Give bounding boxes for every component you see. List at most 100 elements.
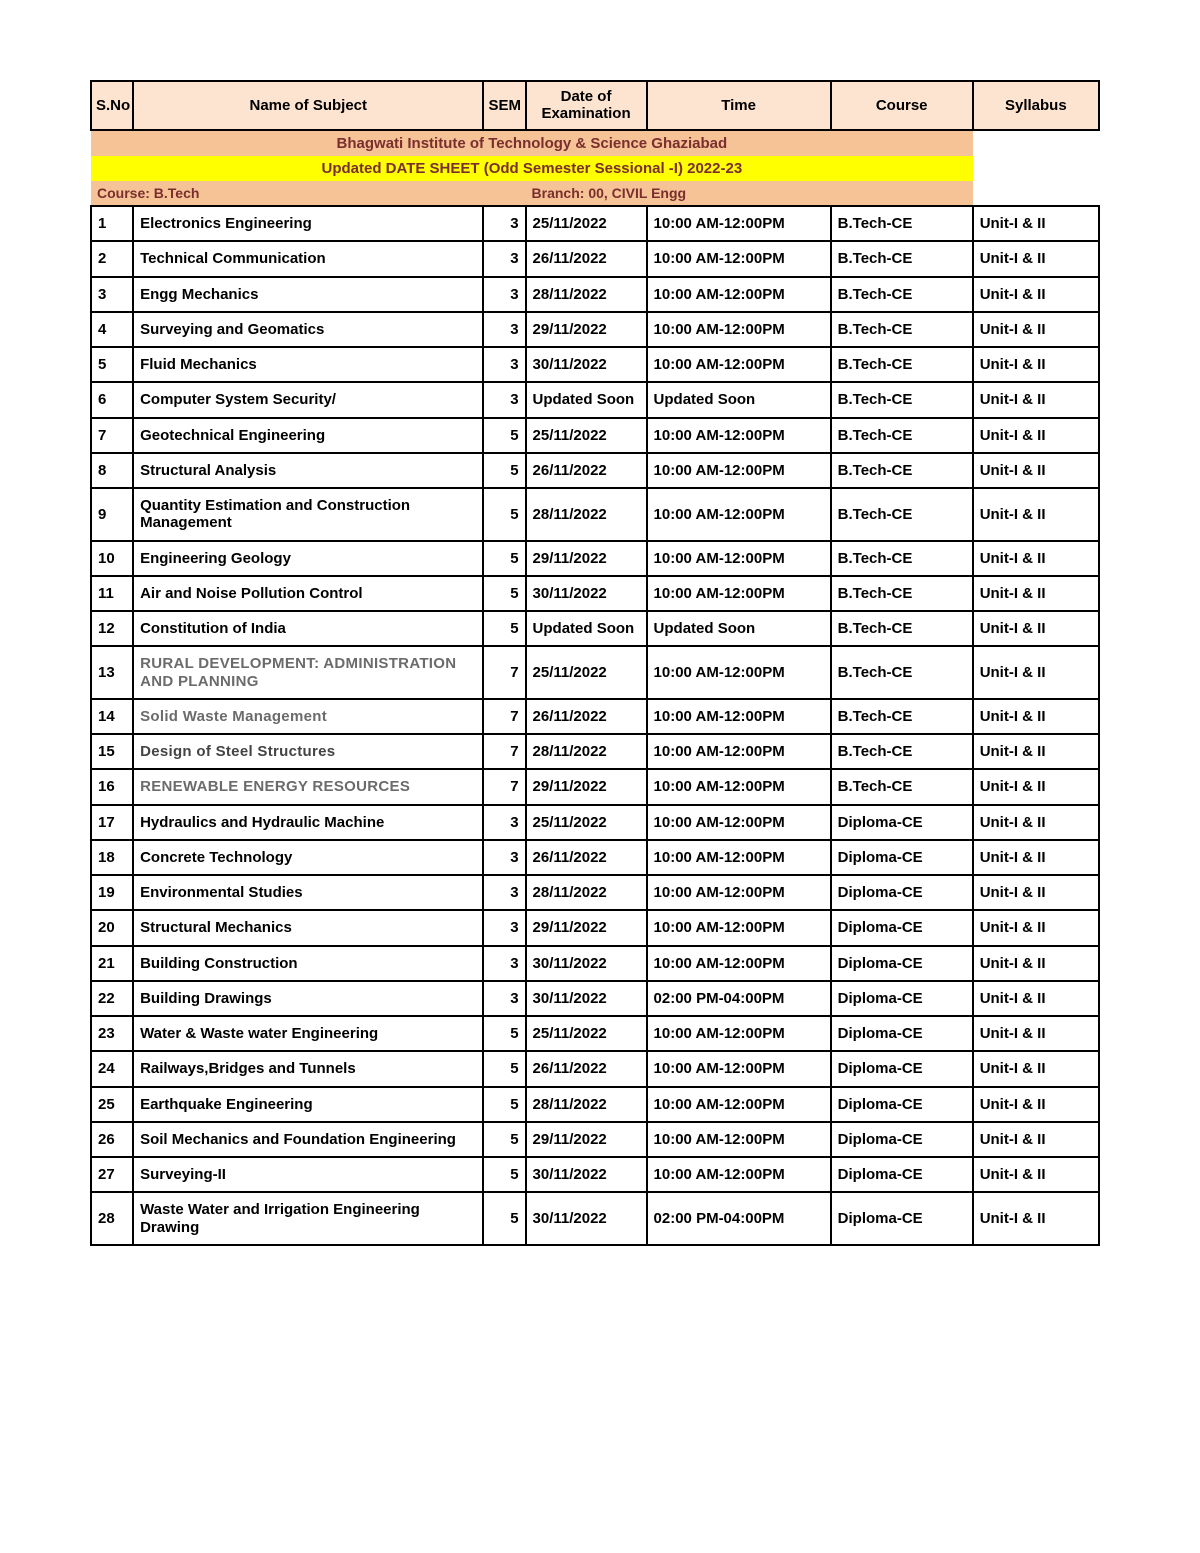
cell-time: 10:00 AM-12:00PM — [647, 576, 831, 611]
cell-syllabus: Unit-I & II — [973, 418, 1099, 453]
table-row: 2Technical Communication326/11/202210:00… — [91, 241, 1099, 276]
cell-syllabus: Unit-I & II — [973, 541, 1099, 576]
cell-sem: 3 — [483, 840, 525, 875]
cell-date: 30/11/2022 — [526, 576, 647, 611]
cell-time: 10:00 AM-12:00PM — [647, 277, 831, 312]
cell-course: B.Tech-CE — [831, 241, 973, 276]
cell-subject: Railways,Bridges and Tunnels — [133, 1051, 483, 1086]
cell-date: 25/11/2022 — [526, 418, 647, 453]
table-row: 26Soil Mechanics and Foundation Engineer… — [91, 1122, 1099, 1157]
col-subject: Name of Subject — [133, 81, 483, 130]
cell-course: Diploma-CE — [831, 840, 973, 875]
cell-date: 25/11/2022 — [526, 646, 647, 699]
cell-course: Diploma-CE — [831, 1122, 973, 1157]
cell-sno: 5 — [91, 347, 133, 382]
cell-subject: RENEWABLE ENERGY RESOURCES — [133, 769, 483, 804]
cell-course: Diploma-CE — [831, 981, 973, 1016]
cell-date: 26/11/2022 — [526, 241, 647, 276]
cell-sno: 24 — [91, 1051, 133, 1086]
cell-sno: 21 — [91, 946, 133, 981]
cell-date: 30/11/2022 — [526, 1157, 647, 1192]
cell-syllabus: Unit-I & II — [973, 206, 1099, 241]
cell-sno: 4 — [91, 312, 133, 347]
table-row: 17Hydraulics and Hydraulic Machine325/11… — [91, 805, 1099, 840]
cell-sno: 23 — [91, 1016, 133, 1051]
cell-syllabus: Unit-I & II — [973, 453, 1099, 488]
sheet-subtitle: Updated DATE SHEET (Odd Semester Session… — [91, 156, 973, 181]
date-sheet: Bhagwati Institute of Technology & Scien… — [90, 80, 1100, 1246]
cell-time: 10:00 AM-12:00PM — [647, 488, 831, 541]
cell-time: 10:00 AM-12:00PM — [647, 875, 831, 910]
cell-syllabus: Unit-I & II — [973, 805, 1099, 840]
col-sno: S.No — [91, 81, 133, 130]
cell-date: 28/11/2022 — [526, 1087, 647, 1122]
cell-date: 25/11/2022 — [526, 1016, 647, 1051]
cell-syllabus: Unit-I & II — [973, 277, 1099, 312]
title-row: Bhagwati Institute of Technology & Scien… — [91, 130, 1099, 156]
cell-course: B.Tech-CE — [831, 206, 973, 241]
cell-date: 28/11/2022 — [526, 488, 647, 541]
cell-time: 10:00 AM-12:00PM — [647, 1051, 831, 1086]
table-row: 18Concrete Technology326/11/202210:00 AM… — [91, 840, 1099, 875]
cell-syllabus: Unit-I & II — [973, 946, 1099, 981]
table-row: 4Surveying and Geomatics329/11/202210:00… — [91, 312, 1099, 347]
cell-date: 26/11/2022 — [526, 699, 647, 734]
cell-time: 10:00 AM-12:00PM — [647, 347, 831, 382]
cell-time: 10:00 AM-12:00PM — [647, 1016, 831, 1051]
cell-sem: 5 — [483, 1192, 525, 1245]
cell-sno: 8 — [91, 453, 133, 488]
cell-date: 25/11/2022 — [526, 206, 647, 241]
cell-sno: 16 — [91, 769, 133, 804]
cell-sem: 3 — [483, 805, 525, 840]
cell-course: B.Tech-CE — [831, 611, 973, 646]
cell-sno: 27 — [91, 1157, 133, 1192]
institute-title: Bhagwati Institute of Technology & Scien… — [91, 130, 973, 156]
cell-date: Updated Soon — [526, 611, 647, 646]
cell-syllabus: Unit-I & II — [973, 646, 1099, 699]
cell-syllabus: Unit-I & II — [973, 981, 1099, 1016]
cell-syllabus: Unit-I & II — [973, 1087, 1099, 1122]
table-row: 13RURAL DEVELOPMENT: ADMINISTRATION AND … — [91, 646, 1099, 699]
cell-syllabus: Unit-I & II — [973, 769, 1099, 804]
empty-corner — [973, 130, 1099, 156]
table-row: 22Building Drawings330/11/202202:00 PM-0… — [91, 981, 1099, 1016]
cell-date: 29/11/2022 — [526, 910, 647, 945]
col-sem: SEM — [483, 81, 525, 130]
cell-course: B.Tech-CE — [831, 699, 973, 734]
cell-course: B.Tech-CE — [831, 488, 973, 541]
cell-syllabus: Unit-I & II — [973, 241, 1099, 276]
cell-subject: Building Construction — [133, 946, 483, 981]
cell-course: B.Tech-CE — [831, 769, 973, 804]
table-row: 15Design of Steel Structures728/11/20221… — [91, 734, 1099, 769]
cell-course: B.Tech-CE — [831, 312, 973, 347]
cell-date: 29/11/2022 — [526, 312, 647, 347]
table-row: 7Geotechnical Engineering525/11/202210:0… — [91, 418, 1099, 453]
cell-sno: 1 — [91, 206, 133, 241]
cell-sem: 5 — [483, 1051, 525, 1086]
cell-sem: 3 — [483, 910, 525, 945]
cell-subject: Electronics Engineering — [133, 206, 483, 241]
cell-sem: 5 — [483, 1157, 525, 1192]
cell-subject: Soil Mechanics and Foundation Engineerin… — [133, 1122, 483, 1157]
cell-sno: 20 — [91, 910, 133, 945]
cell-sem: 3 — [483, 312, 525, 347]
table-row: 5Fluid Mechanics330/11/202210:00 AM-12:0… — [91, 347, 1099, 382]
cell-course: Diploma-CE — [831, 1192, 973, 1245]
cell-time: 10:00 AM-12:00PM — [647, 805, 831, 840]
table-row: 19Environmental Studies328/11/202210:00 … — [91, 875, 1099, 910]
column-header-row: S.No Name of Subject SEM Date of Examina… — [91, 81, 1099, 130]
cell-subject: Quantity Estimation and Construction Man… — [133, 488, 483, 541]
cell-course: B.Tech-CE — [831, 541, 973, 576]
cell-time: 10:00 AM-12:00PM — [647, 453, 831, 488]
cell-course: Diploma-CE — [831, 805, 973, 840]
table-row: 14Solid Waste Management726/11/202210:00… — [91, 699, 1099, 734]
cell-subject: Fluid Mechanics — [133, 347, 483, 382]
col-course: Course — [831, 81, 973, 130]
cell-syllabus: Unit-I & II — [973, 347, 1099, 382]
cell-date: 30/11/2022 — [526, 946, 647, 981]
cell-syllabus: Unit-I & II — [973, 576, 1099, 611]
cell-sem: 3 — [483, 347, 525, 382]
cell-sno: 15 — [91, 734, 133, 769]
cell-sno: 7 — [91, 418, 133, 453]
cell-date: 30/11/2022 — [526, 347, 647, 382]
